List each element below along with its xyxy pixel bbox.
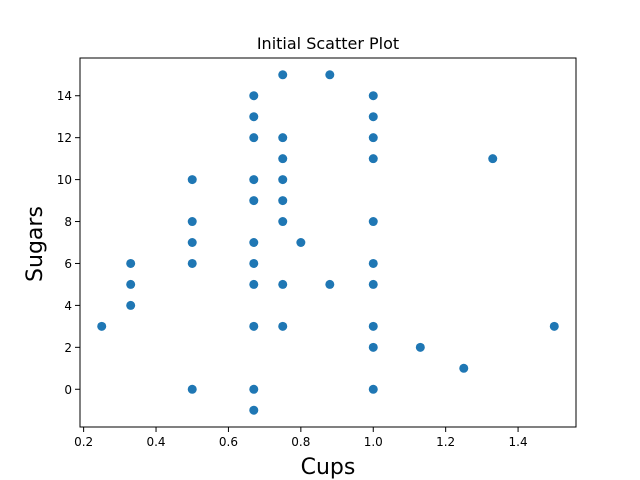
x-tick-label: 1.2 (436, 435, 455, 449)
data-point (325, 70, 335, 80)
data-point (187, 258, 197, 268)
data-point (187, 217, 197, 227)
x-tick-label: 0.2 (74, 435, 93, 449)
data-point (325, 279, 335, 289)
data-point (187, 238, 197, 247)
data-point (368, 342, 378, 352)
data-point (278, 217, 288, 227)
x-tick-label: 1.4 (509, 435, 528, 449)
data-point (278, 133, 288, 143)
data-point (278, 154, 288, 164)
data-point (278, 196, 288, 206)
data-point (249, 91, 259, 101)
data-point (249, 112, 259, 122)
data-point (278, 175, 288, 185)
y-tick-label: 8 (64, 215, 72, 229)
data-point (126, 258, 136, 268)
data-point (368, 279, 378, 289)
data-point (368, 384, 378, 394)
data-point (249, 279, 259, 289)
y-tick-label: 6 (64, 257, 72, 271)
x-tick-label: 0.6 (219, 435, 238, 449)
y-tick-label: 2 (64, 341, 72, 355)
data-point (278, 321, 288, 331)
data-point (368, 112, 378, 122)
data-point (97, 321, 107, 331)
data-point (249, 405, 259, 415)
plot-frame (79, 57, 577, 428)
data-point (415, 342, 425, 352)
y-tick-label: 10 (57, 173, 72, 187)
data-point (368, 133, 378, 143)
data-point (278, 70, 288, 80)
data-point (459, 363, 469, 373)
x-axis-ticks: 0.2 0.4 0.6 0.8 1.0 1.2 1.4 (74, 427, 528, 449)
data-point (249, 384, 259, 394)
x-tick-label: 1.0 (364, 435, 383, 449)
data-point (249, 238, 259, 247)
y-tick-label: 4 (64, 299, 72, 313)
data-point (368, 154, 378, 164)
data-point (296, 238, 306, 247)
data-point (187, 384, 197, 394)
data-point (249, 196, 259, 206)
data-point (368, 91, 378, 101)
data-point (126, 300, 136, 310)
y-tick-label: 0 (64, 383, 72, 397)
data-point (249, 321, 259, 331)
points-layer (97, 70, 559, 415)
x-tick-label: 0.8 (291, 435, 310, 449)
data-point (126, 279, 136, 289)
data-point (488, 154, 498, 164)
y-axis-ticks: 0 2 4 6 8 10 12 14 (57, 89, 80, 397)
data-point (368, 217, 378, 227)
data-point (249, 258, 259, 268)
data-point (549, 321, 559, 331)
x-axis-label: Cups (301, 455, 356, 480)
y-tick-label: 14 (57, 89, 72, 103)
data-point (368, 321, 378, 331)
data-point (249, 133, 259, 143)
y-axis-label: Sugars (23, 206, 48, 282)
chart-title: Initial Scatter Plot (257, 34, 399, 53)
x-tick-label: 0.4 (146, 435, 165, 449)
data-point (187, 175, 197, 185)
data-point (249, 175, 259, 185)
data-point (278, 279, 288, 289)
y-tick-label: 12 (57, 131, 72, 145)
data-point (368, 258, 378, 268)
